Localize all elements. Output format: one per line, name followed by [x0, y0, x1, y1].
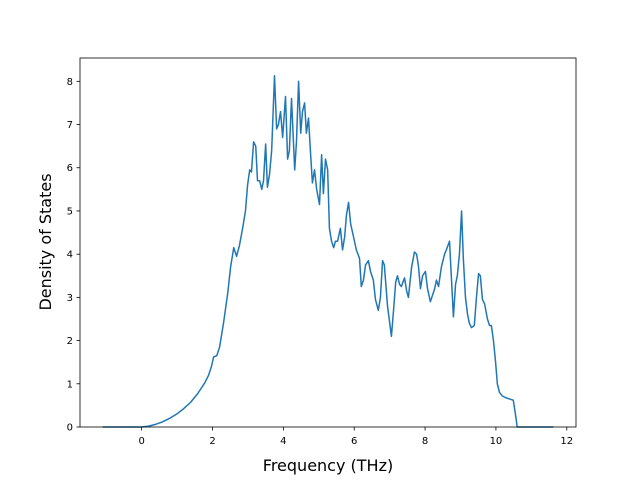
- x-tick-label: 0: [138, 436, 144, 447]
- y-tick-label: 6: [67, 163, 73, 174]
- y-axis-label: Density of States: [36, 173, 55, 310]
- dos-line: [102, 74, 554, 428]
- y-tick-label: 8: [67, 77, 73, 88]
- y-tick-label: 0: [67, 423, 73, 434]
- x-axis-label: Frequency (THz): [263, 456, 393, 475]
- y-tick-label: 4: [67, 250, 73, 261]
- y-tick-label: 3: [67, 293, 73, 304]
- y-tick-label: 7: [67, 120, 73, 131]
- x-tick-label: 2: [209, 436, 215, 447]
- x-tick-label: 12: [560, 436, 573, 447]
- x-tick-label: 10: [490, 436, 503, 447]
- y-tick-label: 1: [67, 379, 73, 390]
- x-tick-label: 8: [422, 436, 428, 447]
- y-tick-label: 2: [67, 336, 73, 347]
- y-tick-label: 5: [67, 206, 73, 217]
- x-tick-label: 4: [280, 436, 286, 447]
- x-tick-label: 6: [351, 436, 357, 447]
- plot-frame: [79, 57, 577, 428]
